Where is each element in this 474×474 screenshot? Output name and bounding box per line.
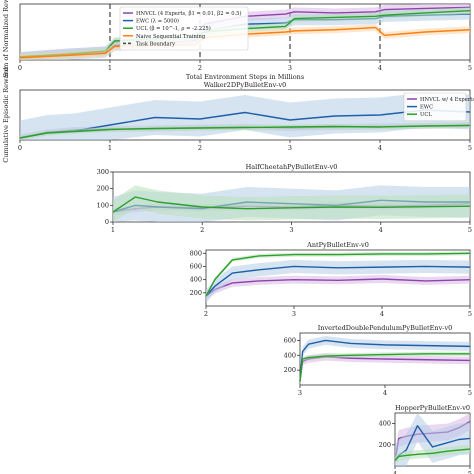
series-line-ewc — [299, 339, 471, 382]
x-tick-label: 2 — [198, 144, 202, 152]
x-tick-label: 2 — [204, 310, 208, 318]
x-tick-label: 3 — [298, 389, 302, 397]
panel-pendulum: 3 4 5 200 400 600 InvertedDoublePendulumPyBull… — [284, 324, 472, 397]
panel-title: HopperPyBulletEnv-v0 — [395, 404, 470, 412]
panel-title: Walker2DPyBulletEnv-v0 — [204, 81, 287, 89]
y-tick-label: 200 — [97, 185, 109, 193]
series-line-ucl — [19, 124, 471, 139]
series-line-ucl — [394, 448, 471, 462]
y-tick-label: 200 — [284, 366, 296, 374]
y-tick-label: 200 — [379, 441, 391, 449]
series-band-ewc — [206, 259, 470, 303]
legend-label-hnvcl: HNVCL w/ 4 Experts — [420, 97, 474, 103]
series-line-ewc — [205, 265, 471, 297]
panel-hopper: 4 5 200 400 HopperPyBulletEnv-v0 — [379, 404, 472, 474]
legend-label-ewc: EWC — [420, 105, 433, 111]
x-tick-label: 5 — [468, 64, 472, 72]
panel-walker: 0 1 2 3 4 5 Walker2DPyBulletEnv-v0 Cumulative E… — [2, 67, 474, 162]
x-tick-label: 5 — [468, 226, 472, 234]
x-tick-label: 3 — [292, 310, 296, 318]
x-tick-label: 4 — [383, 389, 387, 397]
y-tick-label: 200 — [190, 289, 202, 297]
legend-label-ewc: EWC (λ = 5000) — [136, 18, 179, 25]
x-tick-label: 0 — [18, 64, 22, 72]
panel-1: 0 1 2 3 4 5 Total Environment Steps in Million… — [2, 0, 472, 81]
legend-label-ucl: UCL (β = 10^-1, ρ = -2.225) — [136, 25, 211, 32]
series-line-ucl — [112, 196, 471, 213]
series-line-ucl — [205, 252, 471, 297]
y-tick-label: 400 — [190, 276, 202, 284]
x-tick-label: 4 — [379, 226, 383, 234]
series-band-ucl — [113, 185, 470, 222]
x-tick-label: 1 — [108, 64, 112, 72]
y-tick-label: 300 — [97, 168, 109, 176]
series-band-ucl — [300, 351, 470, 384]
y-tick-label: 600 — [190, 262, 202, 270]
y-tick-label: 0 — [105, 218, 109, 226]
x-tick-label: 4 — [380, 310, 384, 318]
x-tick-label: 4 — [393, 470, 397, 474]
y-tick-label: 400 — [284, 351, 296, 359]
x-axis-label: Total Environment Steps in Millions — [186, 73, 304, 81]
y-tick-label: 800 — [190, 249, 202, 257]
series-band-ucl — [395, 444, 470, 465]
series-band-hnvcl — [300, 353, 470, 385]
y-axis-label: Cumulative Episodic Reward — [2, 67, 10, 162]
legend-label-boundary: Task Boundary — [136, 41, 175, 47]
x-tick-label: 2 — [200, 226, 204, 234]
legend-label-naive: Naive Sequential Training — [136, 34, 206, 40]
x-tick-label: 1 — [111, 226, 115, 234]
series-band-ewc — [300, 335, 470, 385]
legend-box — [403, 92, 467, 122]
series-line-ucl — [299, 353, 470, 382]
x-tick-label: 5 — [468, 470, 472, 474]
x-tick-label: 5 — [468, 310, 472, 318]
legend-label-ucl: UCL — [420, 112, 432, 118]
x-tick-label: 5 — [468, 389, 472, 397]
y-tick-label: 100 — [97, 201, 109, 209]
legend-label-hnvcl: HNVCL (4 Experts, β1 = 0.01, β2 = 0.5) — [136, 10, 241, 17]
y-axis-label: Sum of Normalized Reward — [2, 0, 10, 78]
x-tick-label: 3 — [288, 144, 292, 152]
x-tick-label: 3 — [288, 64, 292, 72]
x-tick-label: 4 — [378, 64, 382, 72]
panel-ant: 2 3 4 5 200 400 600 800 AntPyBulletEnv-v0 — [190, 241, 472, 318]
y-tick-label: 600 — [284, 336, 296, 344]
x-tick-label: 2 — [198, 64, 202, 72]
panel-halfcheetah: 1 2 3 4 5 0 100 200 300 HalfCheetahPyBulletEnv-v0 — [97, 163, 472, 234]
legend-box — [119, 6, 249, 51]
x-tick-label: 3 — [289, 226, 293, 234]
legend: HNVCL (4 Experts, β1 = 0.01, β2 = 0.5)EW… — [119, 6, 249, 51]
panel-title: HalfCheetahPyBulletEnv-v0 — [246, 163, 338, 171]
panel-title: InvertedDoublePendulumPyBulletEnv-v0 — [318, 324, 453, 332]
x-tick-label: 0 — [18, 144, 22, 152]
series-band-hnvcl — [206, 275, 470, 301]
y-tick-label: 400 — [379, 420, 391, 428]
x-tick-label: 5 — [468, 144, 472, 152]
x-tick-label: 4 — [378, 144, 382, 152]
x-tick-label: 1 — [108, 144, 112, 152]
panel-title: AntPyBulletEnv-v0 — [306, 241, 369, 249]
